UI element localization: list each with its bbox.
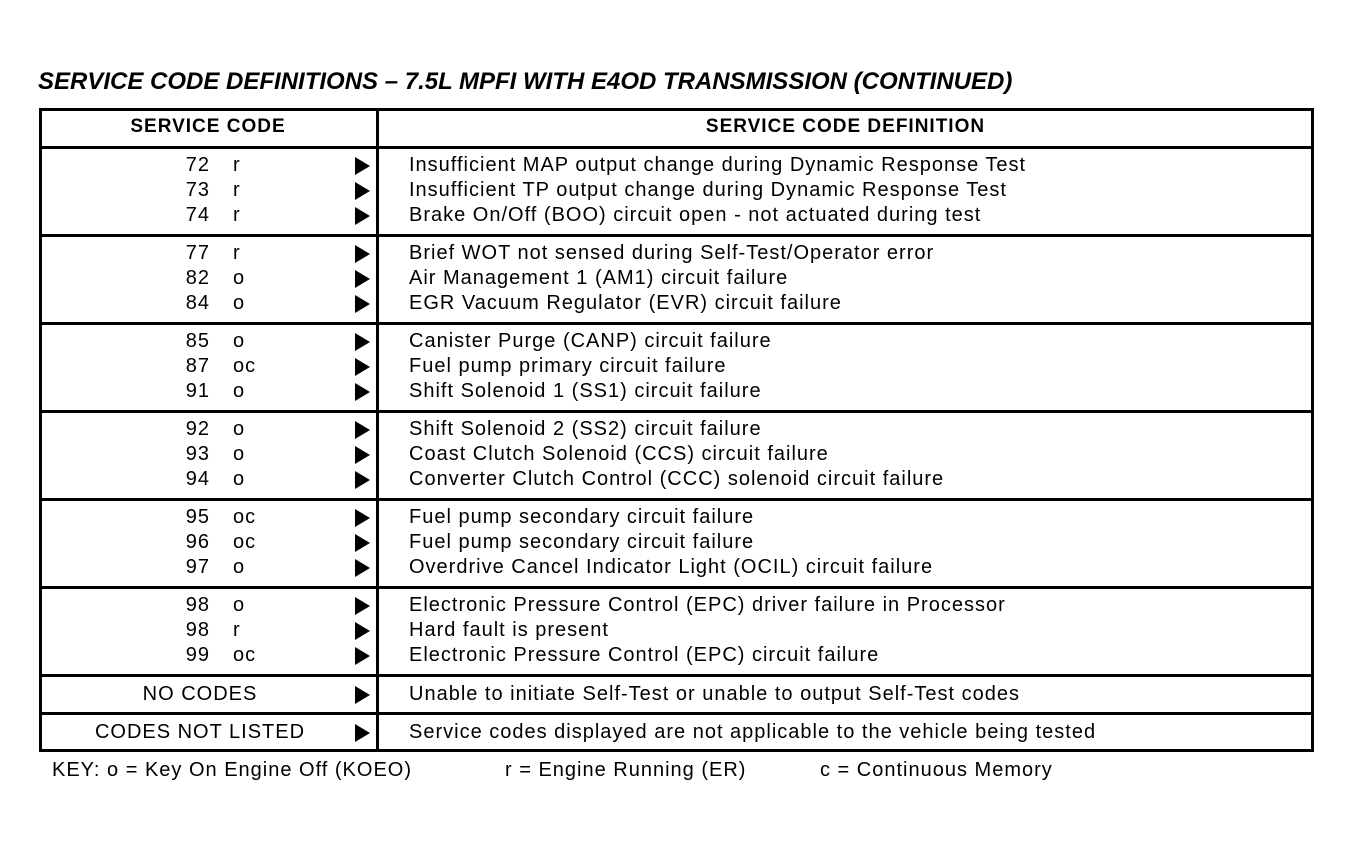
- mode: r: [233, 154, 241, 176]
- code: 94: [185, 468, 210, 490]
- mode: oc: [233, 506, 257, 528]
- arrow-icon: [355, 333, 370, 351]
- row-divider: [39, 712, 1314, 715]
- mode: o: [233, 468, 246, 490]
- definition: Insufficient TP output change during Dyn…: [409, 179, 1007, 201]
- row-divider: [39, 234, 1314, 237]
- arrow-icon: [355, 207, 370, 225]
- definition: Brief WOT not sensed during Self-Test/Op…: [409, 242, 935, 264]
- mode: oc: [233, 531, 257, 553]
- definition: Fuel pump secondary circuit failure: [409, 506, 755, 528]
- arrow-icon: [355, 534, 370, 552]
- mode: r: [233, 242, 241, 264]
- mode: o: [233, 556, 246, 578]
- code: 72: [185, 154, 210, 176]
- code: 74: [185, 204, 210, 226]
- code: 82: [185, 267, 210, 289]
- arrow-icon: [355, 383, 370, 401]
- definition: Coast Clutch Solenoid (CCS) circuit fail…: [409, 443, 829, 465]
- code: NO CODES: [142, 683, 258, 705]
- key-item: KEY: o = Key On Engine Off (KOEO): [52, 759, 413, 781]
- row-divider: [39, 322, 1314, 325]
- code: 99: [185, 644, 210, 666]
- definition: Service codes displayed are not applicab…: [409, 721, 1097, 743]
- mode: o: [233, 418, 246, 440]
- definition: Electronic Pressure Control (EPC) circui…: [409, 644, 880, 666]
- title: SERVICE CODE DEFINITIONS – 7.5L MPFI WIT…: [38, 68, 1013, 95]
- arrow-icon: [355, 446, 370, 464]
- arrow-icon: [355, 270, 370, 288]
- code: 95: [185, 506, 210, 528]
- definition: Air Management 1 (AM1) circuit failure: [409, 267, 789, 289]
- mode: oc: [233, 644, 257, 666]
- definition: Brake On/Off (BOO) circuit open - not ac…: [409, 204, 982, 226]
- row-divider: [39, 674, 1314, 677]
- code: 97: [185, 556, 210, 578]
- mode: o: [233, 594, 246, 616]
- mode: r: [233, 179, 241, 201]
- key-item: r = Engine Running (ER): [505, 759, 747, 781]
- mode: oc: [233, 355, 257, 377]
- row-divider: [39, 410, 1314, 413]
- code: 96: [185, 531, 210, 553]
- arrow-icon: [355, 724, 370, 742]
- definition: Fuel pump secondary circuit failure: [409, 531, 755, 553]
- code: 98: [185, 594, 210, 616]
- definition: Electronic Pressure Control (EPC) driver…: [409, 594, 1006, 616]
- definition: Insufficient MAP output change during Dy…: [409, 154, 1027, 176]
- definition: EGR Vacuum Regulator (EVR) circuit failu…: [409, 292, 842, 314]
- definition: Fuel pump primary circuit failure: [409, 355, 727, 377]
- table-border: [39, 108, 1314, 752]
- definition: Canister Purge (CANP) circuit failure: [409, 330, 772, 352]
- arrow-icon: [355, 157, 370, 175]
- row-divider: [39, 586, 1314, 589]
- mode: o: [233, 443, 246, 465]
- definition: Shift Solenoid 2 (SS2) circuit failure: [409, 418, 762, 440]
- definition: Shift Solenoid 1 (SS1) circuit failure: [409, 380, 762, 402]
- arrow-icon: [355, 647, 370, 665]
- code: 73: [185, 179, 210, 201]
- arrow-icon: [355, 421, 370, 439]
- arrow-icon: [355, 358, 370, 376]
- arrow-icon: [355, 597, 370, 615]
- arrow-icon: [355, 509, 370, 527]
- code: 84: [185, 292, 210, 314]
- arrow-icon: [355, 686, 370, 704]
- header-cell: SERVICE CODE DEFINITION: [705, 116, 986, 137]
- definition: Overdrive Cancel Indicator Light (OCIL) …: [409, 556, 934, 578]
- code: 92: [185, 418, 210, 440]
- definition: Hard fault is present: [409, 619, 609, 641]
- column-divider: [376, 108, 379, 752]
- header-cell: SERVICE CODE: [130, 116, 286, 137]
- mode: o: [233, 267, 246, 289]
- mode: o: [233, 380, 246, 402]
- code: 91: [185, 380, 210, 402]
- key-item: c = Continuous Memory: [820, 759, 1053, 781]
- code: 87: [185, 355, 210, 377]
- arrow-icon: [355, 559, 370, 577]
- code: CODES NOT LISTED: [94, 721, 306, 743]
- arrow-icon: [355, 182, 370, 200]
- arrow-icon: [355, 471, 370, 489]
- code: 98: [185, 619, 210, 641]
- code: 85: [185, 330, 210, 352]
- arrow-icon: [355, 622, 370, 640]
- mode: o: [233, 292, 246, 314]
- code: 77: [185, 242, 210, 264]
- arrow-icon: [355, 245, 370, 263]
- mode: r: [233, 619, 241, 641]
- definition: Unable to initiate Self-Test or unable t…: [409, 683, 1020, 705]
- arrow-icon: [355, 295, 370, 313]
- mode: r: [233, 204, 241, 226]
- mode: o: [233, 330, 246, 352]
- row-divider: [39, 146, 1314, 149]
- row-divider: [39, 498, 1314, 501]
- code: 93: [185, 443, 210, 465]
- definition: Converter Clutch Control (CCC) solenoid …: [409, 468, 945, 490]
